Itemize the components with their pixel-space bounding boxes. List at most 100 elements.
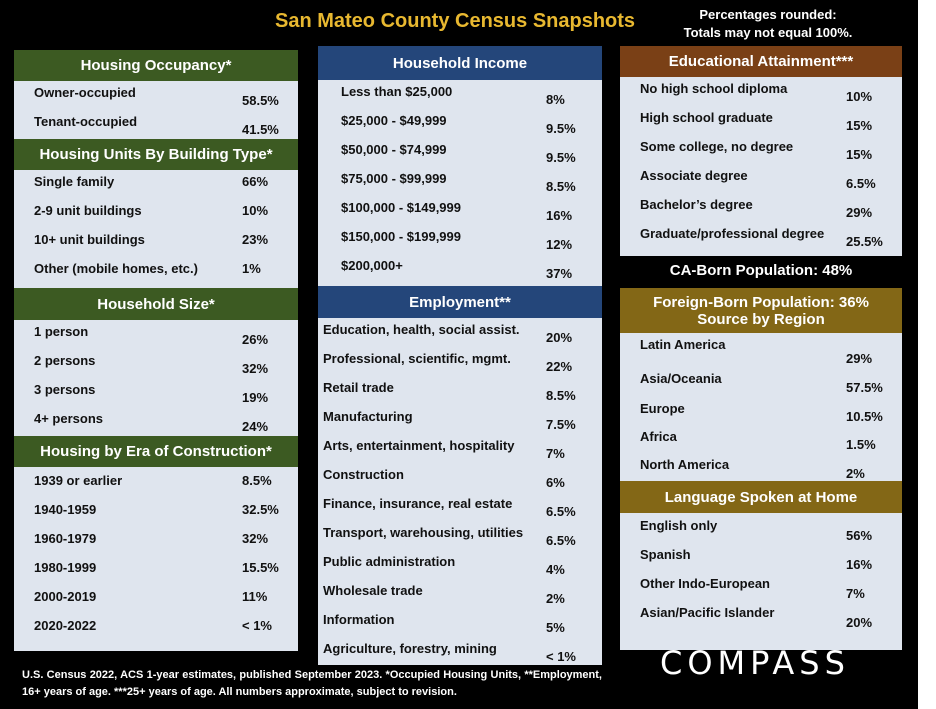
row-value: 6.5% <box>846 176 876 191</box>
row-value: 32.5% <box>242 502 279 517</box>
table-row: 4+ persons 24% <box>14 407 298 436</box>
row-value: 37% <box>546 266 573 281</box>
row-label: Single family <box>34 174 115 189</box>
right-edge-strip <box>918 0 936 709</box>
row-value: 9.5% <box>546 121 576 136</box>
table-row: 10+ unit buildings 23% <box>14 228 298 257</box>
row-value: 7.5% <box>546 417 576 432</box>
table-row: 1960-1979 32% <box>14 525 298 554</box>
table-row: Information 5% <box>318 608 602 637</box>
row-label: 1939 or earlier <box>34 473 123 488</box>
row-value: 11% <box>242 589 268 604</box>
language-spoken-header: Language Spoken at Home <box>620 481 902 513</box>
row-label: Education, health, social assist. <box>323 322 520 337</box>
table-row: $75,000 - $99,999 8.5% <box>318 167 602 196</box>
row-label: Latin America <box>640 337 726 352</box>
table-row: 2000-2019 11% <box>14 583 298 612</box>
row-label: Arts, entertainment, hospitality <box>323 438 515 453</box>
table-row: English only 56% <box>620 513 902 543</box>
table-row: Bachelor’s degree 29% <box>620 193 902 222</box>
row-value: 29% <box>846 205 873 220</box>
row-value: 22% <box>546 359 573 374</box>
row-value: 7% <box>846 586 865 601</box>
row-value: 58.5% <box>242 93 279 108</box>
row-label: Less than $25,000 <box>341 84 453 99</box>
table-row: 1980-1999 15.5% <box>14 554 298 583</box>
table-row: Construction 6% <box>318 463 602 492</box>
row-value: 41.5% <box>242 122 279 137</box>
row-value: 2% <box>846 466 865 481</box>
row-label: Public administration <box>323 554 456 569</box>
table-row: Education, health, social assist. 20% <box>318 318 602 347</box>
row-value: 12% <box>546 237 573 252</box>
left-column: Housing Occupancy* Owner-occupied 58.5% … <box>14 50 298 651</box>
row-value: 6.5% <box>546 533 576 548</box>
household-size-header: Household Size* <box>14 288 298 320</box>
row-label: Other (mobile homes, etc.) <box>34 261 198 276</box>
row-label: Europe <box>640 401 685 416</box>
row-label: North America <box>640 457 730 472</box>
page-title: San Mateo County Census Snapshots <box>275 10 636 32</box>
row-label: No high school diploma <box>640 81 788 96</box>
table-row: $200,000+ 37% <box>318 254 602 286</box>
row-label: $150,000 - $199,999 <box>341 229 461 244</box>
table-row: $100,000 - $149,999 16% <box>318 196 602 225</box>
row-label: 1940-1959 <box>34 502 97 517</box>
row-label: 2-9 unit buildings <box>34 203 142 218</box>
table-row: Wholesale trade 2% <box>318 579 602 608</box>
housing-occupancy-header: Housing Occupancy* <box>14 50 298 81</box>
row-label: Information <box>323 612 395 627</box>
row-value: 10% <box>242 203 269 218</box>
row-label: Owner-occupied <box>34 85 136 100</box>
table-row: Graduate/professional degree 25.5% <box>620 222 902 251</box>
row-label: Finance, insurance, real estate <box>323 496 513 511</box>
row-value: 15% <box>846 118 873 133</box>
row-label: Some college, no degree <box>640 139 794 154</box>
table-row: $25,000 - $49,999 9.5% <box>318 109 602 138</box>
table-row: Manufacturing 7.5% <box>318 405 602 434</box>
row-label: Africa <box>640 429 677 444</box>
row-value: 20% <box>846 615 873 630</box>
building-type-header: Housing Units By Building Type* <box>14 139 298 170</box>
row-label: Spanish <box>640 547 691 562</box>
table-row: Asian/Pacific Islander 20% <box>620 600 902 630</box>
row-label: $75,000 - $99,999 <box>341 171 447 186</box>
foreign-born-title: Foreign-Born Population: 36% <box>653 293 869 311</box>
table-row: High school graduate 15% <box>620 106 902 135</box>
rounding-note: Percentages rounded: Totals may not equa… <box>678 6 858 42</box>
table-row: Associate degree 6.5% <box>620 164 902 193</box>
row-label: Graduate/professional degree <box>640 226 825 241</box>
foreign-born-header: Foreign-Born Population: 36% Source by R… <box>620 288 902 333</box>
row-value: 16% <box>846 557 873 572</box>
row-value: 9.5% <box>546 150 576 165</box>
row-value: 20% <box>546 330 573 345</box>
row-label: $100,000 - $149,999 <box>341 200 461 215</box>
row-label: English only <box>640 518 718 533</box>
row-value: 5% <box>546 620 565 635</box>
row-value: 24% <box>242 419 269 434</box>
table-row: 3 persons 19% <box>14 378 298 407</box>
row-label: Asian/Pacific Islander <box>640 605 775 620</box>
table-row: Transport, warehousing, utilities 6.5% <box>318 521 602 550</box>
row-label: 1960-1979 <box>34 531 97 546</box>
table-row: Spanish 16% <box>620 542 902 572</box>
row-label: $200,000+ <box>341 258 403 273</box>
row-value: 4% <box>546 562 565 577</box>
table-row: Arts, entertainment, hospitality 7% <box>318 434 602 463</box>
row-label: 3 persons <box>34 382 96 397</box>
row-value: 8.5% <box>546 179 576 194</box>
row-label: Asia/Oceania <box>640 371 722 386</box>
row-label: Transport, warehousing, utilities <box>323 525 524 540</box>
row-value: 8.5% <box>546 388 576 403</box>
row-label: Retail trade <box>323 380 394 395</box>
table-row: Agriculture, forestry, mining < 1% <box>318 637 602 666</box>
row-label: 10+ unit buildings <box>34 232 145 247</box>
row-value: 7% <box>546 446 565 461</box>
row-value: 66% <box>242 174 269 189</box>
educational-attainment-header: Educational Attainment*** <box>620 46 902 77</box>
middle-column: Household Income Less than $25,000 8% $2… <box>318 46 602 665</box>
household-income-header: Household Income <box>318 46 602 80</box>
row-value: 19% <box>242 390 269 405</box>
source-footnote: U.S. Census 2022, ACS 1-year estimates, … <box>22 669 602 698</box>
table-row: Professional, scientific, mgmt. 22% <box>318 347 602 376</box>
